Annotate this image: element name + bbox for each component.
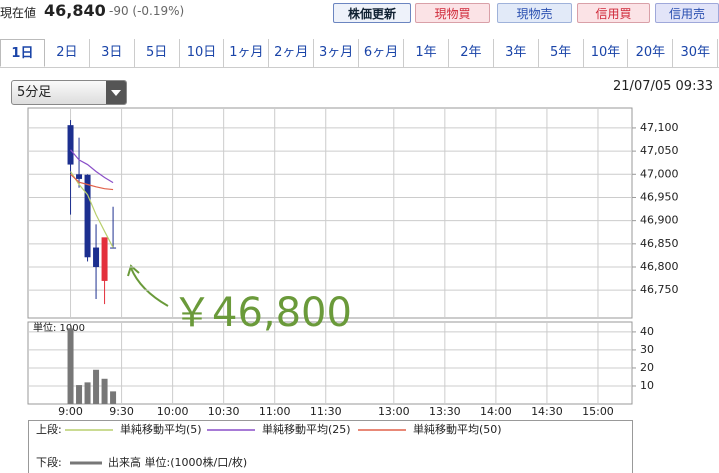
period-tab[interactable]: 3年 — [494, 39, 539, 67]
y-tick-label: 47,000 — [640, 167, 679, 180]
y-tick-label: 46,950 — [640, 190, 679, 203]
period-tab[interactable]: 6ヶ月 — [359, 39, 405, 67]
period-tab[interactable]: 3ヶ月 — [314, 39, 360, 67]
y-tick-label: 46,900 — [640, 214, 679, 227]
volume-frame — [27, 321, 633, 405]
y-tick-label: 20 — [640, 361, 654, 374]
y-tick-label: 46,750 — [640, 283, 679, 296]
price-label: 現在値 — [0, 6, 37, 20]
x-tick-label: 14:00 — [480, 405, 512, 418]
legend-box — [28, 420, 633, 473]
period-tab[interactable]: 10日 — [180, 39, 225, 67]
x-tick-label: 10:30 — [208, 405, 240, 418]
x-tick-label: 15:00 — [582, 405, 614, 418]
legend-label: 出来高 単位:(1000株/口/枚) — [108, 455, 247, 469]
legend-label: 単純移動平均(5) — [120, 422, 202, 436]
y-tick-label: 30 — [640, 343, 654, 356]
y-tick-label: 47,050 — [640, 144, 679, 157]
legend-upper-label: 上段: — [36, 422, 62, 436]
price-change: -90 (-0.19%) — [109, 4, 185, 18]
legend-lower-label: 下段: — [36, 455, 62, 469]
x-tick-label: 14:30 — [531, 405, 563, 418]
current-price: 46,840 — [44, 1, 106, 20]
moving-average-line — [70, 149, 114, 184]
header-button[interactable]: 株価更新 — [333, 3, 411, 23]
y-tick-label: 47,100 — [640, 121, 679, 134]
interval-label: 5分足 — [17, 85, 52, 100]
y-tick-label: 10 — [640, 379, 654, 392]
annotation-arrowhead — [127, 264, 140, 277]
period-tab[interactable]: 10年 — [584, 39, 629, 67]
volume-bar — [76, 385, 83, 404]
volume-bar — [101, 378, 108, 404]
moving-average-line — [70, 171, 114, 248]
period-tab[interactable]: 2年 — [449, 39, 494, 67]
x-tick-label: 13:30 — [429, 405, 461, 418]
candle-body — [76, 174, 83, 179]
price-frame — [27, 107, 633, 319]
dropdown-arrow — [106, 81, 126, 104]
header-button[interactable]: 現物売 — [497, 3, 572, 23]
legend-label: 単純移動平均(25) — [262, 422, 351, 436]
period-tab[interactable]: 5日 — [135, 39, 180, 67]
period-tab[interactable]: 1日 — [0, 39, 45, 67]
header-button[interactable]: 信用売 — [655, 3, 719, 23]
volume-bar — [110, 391, 117, 404]
candle-body — [110, 247, 117, 249]
period-tabs: 1日 2日 3日 5日 10日 1ヶ月 2ヶ月 3ヶ月 6ヶ月 1年 2年 3年 5年 10年 20年 30年 — [0, 38, 719, 68]
y-tick-label: 46,850 — [640, 237, 679, 250]
candle-body — [93, 247, 100, 268]
candle-body — [101, 237, 108, 281]
volume-unit-label: 単位: 1000 — [33, 321, 85, 334]
x-tick-label: 10:00 — [157, 405, 189, 418]
volume-bar — [84, 382, 91, 404]
period-tab[interactable]: 5年 — [539, 39, 584, 67]
period-tab[interactable]: 1ヶ月 — [224, 39, 270, 67]
period-tab[interactable]: 3日 — [90, 39, 135, 67]
x-tick-label: 9:00 — [58, 405, 83, 418]
header-button[interactable]: 現物買 — [415, 3, 490, 23]
y-tick-label: 40 — [640, 325, 654, 338]
legend-label: 単純移動平均(50) — [413, 422, 502, 436]
x-tick-label: 9:30 — [109, 405, 134, 418]
timestamp: 21/07/05 09:33 — [613, 79, 713, 94]
period-tab[interactable]: 2日 — [45, 39, 90, 67]
x-tick-label: 11:00 — [259, 405, 291, 418]
period-tab[interactable]: 30年 — [673, 39, 719, 67]
period-tab[interactable]: 1年 — [404, 39, 449, 67]
x-tick-label: 13:00 — [378, 405, 410, 418]
x-tick-label: 11:30 — [310, 405, 342, 418]
period-tab[interactable]: 20年 — [628, 39, 674, 67]
price-annotation: ￥46,800 — [172, 290, 352, 336]
interval-select[interactable]: 5分足 — [11, 80, 127, 105]
candle-body — [84, 174, 91, 258]
volume-bar — [67, 328, 74, 404]
candle-body — [67, 125, 74, 165]
header-button[interactable]: 信用買 — [577, 3, 650, 23]
volume-bar — [93, 369, 100, 404]
moving-average-line — [70, 173, 114, 191]
period-tab[interactable]: 2ヶ月 — [269, 39, 315, 67]
y-tick-label: 46,800 — [640, 260, 679, 273]
annotation-arrow — [130, 267, 169, 307]
